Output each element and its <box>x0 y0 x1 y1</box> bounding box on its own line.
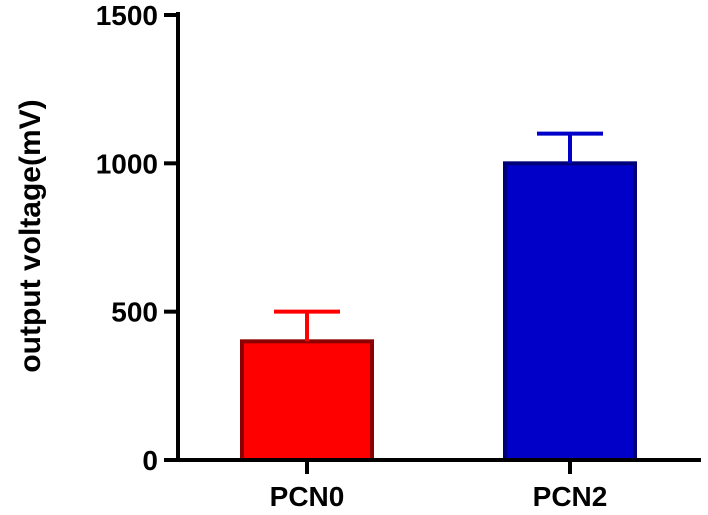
x-tick-label-pcn2: PCN2 <box>533 481 608 512</box>
y-tick-label-0: 0 <box>142 445 158 476</box>
y-tick-label-1500: 1500 <box>96 0 158 31</box>
bar-pcn2 <box>503 161 637 462</box>
error-bars <box>274 131 603 342</box>
bar-pcn0 <box>240 339 374 463</box>
y-tick-label-1000: 1000 <box>96 148 158 179</box>
x-tick-label-pcn0: PCN0 <box>270 481 345 512</box>
y-axis-ticks: 0 500 1000 1500 <box>96 0 178 476</box>
y-tick-label-500: 500 <box>111 297 158 328</box>
y-axis-label: output voltage(mV) <box>14 99 47 372</box>
x-axis-ticks: PCN0 PCN2 <box>270 460 608 512</box>
